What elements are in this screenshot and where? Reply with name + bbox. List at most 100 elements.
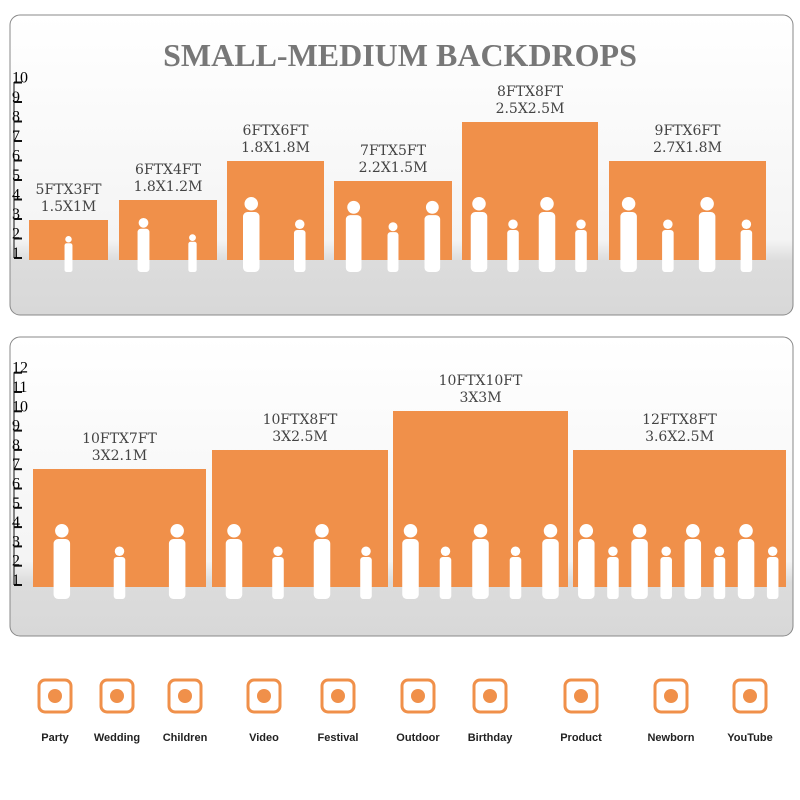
silhouette [700, 197, 714, 211]
silhouette [113, 557, 126, 599]
use-label: Festival [318, 732, 359, 744]
size-feet: 12FTX8FT [642, 412, 717, 428]
silhouette [607, 557, 619, 599]
silhouette [439, 557, 452, 599]
silhouette [424, 215, 441, 272]
use-label: YouTube [727, 732, 772, 744]
use-icon [37, 678, 73, 714]
use-icon [653, 678, 689, 714]
ruler-label: 1 [12, 572, 20, 589]
size-feet: 10FTX7FT [82, 431, 157, 447]
silhouette [243, 212, 260, 272]
silhouette [740, 230, 753, 272]
ruler-label: 7 [12, 128, 20, 145]
ruler-label: 6 [12, 476, 20, 493]
size-feet: 6FTX4FT [135, 162, 202, 178]
size-meters: 1.5X1M [41, 199, 96, 215]
silhouette [538, 212, 556, 272]
ruler-label: 3 [12, 533, 20, 550]
silhouette [739, 524, 753, 538]
size-meters: 2.2X1.5M [359, 160, 428, 176]
size-feet: 5FTX3FT [36, 182, 103, 198]
silhouette [631, 539, 648, 599]
title: SMALL-MEDIUM BACKDROPS [163, 37, 637, 73]
use-icon [320, 678, 356, 714]
silhouette [540, 197, 554, 211]
silhouette [388, 222, 398, 232]
silhouette [189, 234, 196, 242]
silhouette [470, 212, 488, 272]
use-label: Wedding [94, 732, 140, 744]
silhouette [170, 524, 184, 538]
use-label: Birthday [468, 732, 514, 744]
use-icon [472, 678, 508, 714]
silhouette [425, 200, 439, 214]
silhouette [632, 524, 647, 538]
silhouette [507, 230, 519, 272]
use-icon [246, 678, 282, 714]
silhouette [360, 557, 372, 599]
silhouette [361, 546, 371, 556]
size-meters: 3X2.5M [272, 429, 327, 445]
silhouette [472, 539, 489, 599]
size-meters: 1.8X1.2M [134, 179, 203, 195]
size-meters: 3X2.1M [92, 448, 147, 464]
silhouette [510, 546, 521, 556]
use-label: Party [41, 732, 69, 744]
size-meters: 2.7X1.8M [653, 140, 722, 156]
silhouette [55, 524, 69, 538]
ruler-label: 10 [12, 398, 28, 415]
ruler-label: 10 [12, 70, 28, 87]
ruler-label: 5 [12, 167, 20, 184]
silhouette [227, 524, 241, 538]
use-icon [257, 689, 271, 703]
ruler-label: 5 [12, 495, 20, 512]
silhouette [663, 219, 673, 229]
use-icon [732, 678, 768, 714]
silhouette [315, 524, 329, 538]
use-label: Product [560, 732, 602, 744]
use-icon [167, 678, 203, 714]
ruler-label: 2 [12, 553, 20, 570]
silhouette [188, 241, 197, 272]
backdrop [119, 200, 217, 260]
ruler-label: 12 [12, 360, 28, 377]
use-icon [99, 678, 135, 714]
silhouette [766, 557, 779, 599]
silhouette [620, 212, 637, 272]
size-feet: 7FTX5FT [360, 143, 427, 159]
silhouette [273, 546, 283, 556]
use-label: Video [249, 732, 279, 744]
silhouette [608, 546, 618, 556]
silhouette [387, 232, 399, 272]
silhouette [225, 539, 243, 599]
silhouette [509, 557, 522, 599]
silhouette [65, 236, 72, 243]
silhouette [244, 197, 258, 211]
use-icon [331, 689, 345, 703]
silhouette [579, 524, 594, 538]
silhouette [473, 524, 488, 538]
size-feet: 9FTX6FT [655, 123, 722, 139]
use-icon [563, 678, 599, 714]
ruler-label: 3 [12, 206, 20, 223]
use-label: Outdoor [396, 732, 440, 744]
silhouette [767, 546, 778, 556]
ruler-label: 9 [12, 89, 20, 106]
silhouette [138, 218, 149, 228]
size-feet: 8FTX8FT [497, 84, 564, 100]
silhouette [661, 546, 671, 556]
size-meters: 2.5X2.5M [496, 101, 565, 117]
silhouette [737, 539, 755, 599]
size-feet: 10FTX8FT [263, 412, 338, 428]
size-feet: 6FTX6FT [243, 123, 310, 139]
use-icon [178, 689, 192, 703]
ruler-label: 9 [12, 418, 20, 435]
ruler-label: 2 [12, 226, 20, 243]
silhouette [621, 197, 636, 211]
silhouette [662, 230, 674, 272]
use-icon [664, 689, 678, 703]
silhouette [403, 524, 418, 538]
silhouette [313, 539, 331, 599]
silhouette [272, 557, 284, 599]
